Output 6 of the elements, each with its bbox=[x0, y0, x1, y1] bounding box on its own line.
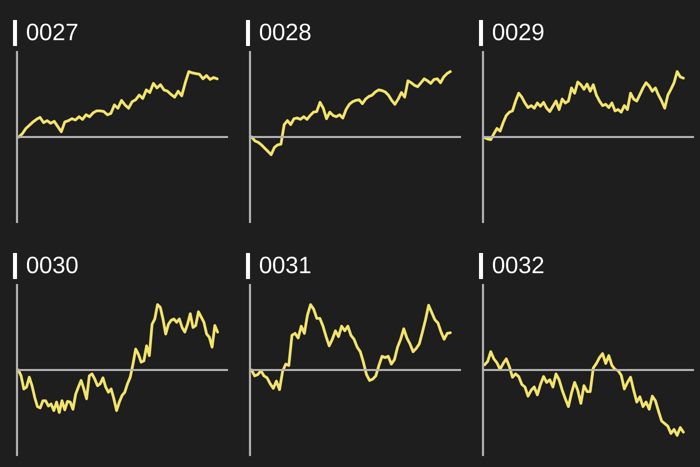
chart-title: 0030 bbox=[26, 256, 78, 274]
chart-title: 0028 bbox=[260, 24, 310, 40]
chart-title: 0032 bbox=[492, 256, 544, 274]
chart-title: 0027 bbox=[26, 24, 78, 40]
chart-title: 0031 bbox=[260, 256, 310, 274]
chart-title: 0029 bbox=[492, 24, 544, 40]
